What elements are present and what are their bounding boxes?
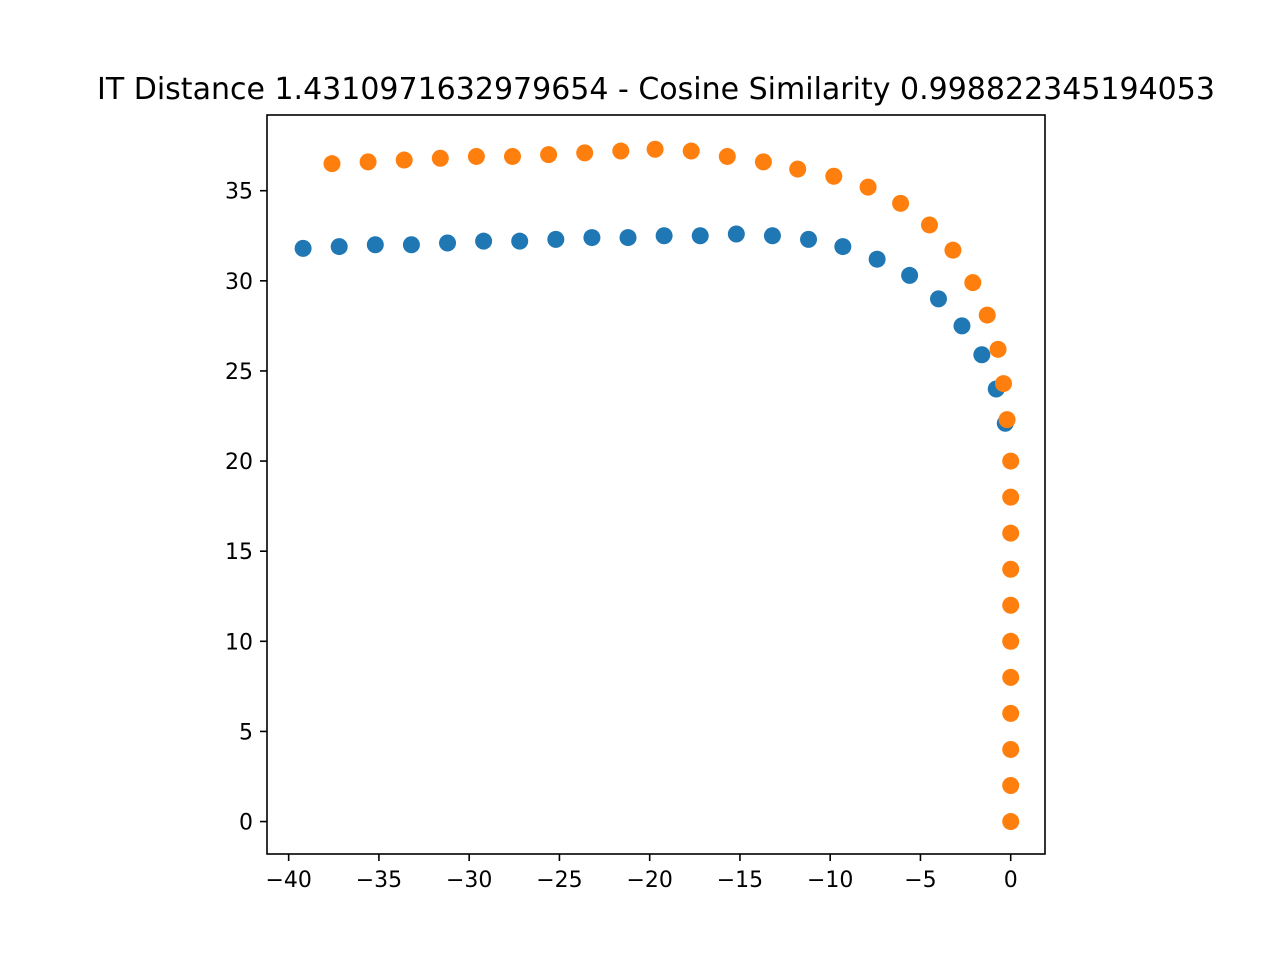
y-tick-label: 35 [225,180,253,205]
data-point [1002,560,1020,578]
data-point [1002,596,1020,614]
data-point [1002,704,1020,722]
data-point [1002,668,1020,686]
data-point [989,340,1007,358]
data-point [994,375,1012,393]
data-point [1002,524,1020,542]
x-tick-label: −5 [904,868,936,893]
x-tick-label: −20 [626,868,672,893]
data-point [973,346,991,364]
y-tick-label: 25 [225,360,253,385]
y-tick-label: 15 [225,540,253,565]
data-point [431,149,449,167]
data-point [1002,488,1020,506]
data-point [1002,813,1020,831]
data-point [763,227,781,245]
data-point [789,160,807,178]
data-point [901,266,919,284]
data-point [366,236,384,254]
data-point [892,194,910,212]
data-point [978,306,996,324]
data-point [395,151,413,169]
x-tick-label: 0 [1004,868,1018,893]
data-point [859,178,877,196]
data-point [323,155,341,173]
data-point [691,227,709,245]
x-tick-label: −35 [356,868,402,893]
data-point [467,147,485,165]
data-point [475,232,493,250]
data-point [583,229,601,247]
data-point [576,144,594,162]
y-tick-label: 0 [239,811,253,836]
data-point [825,167,843,185]
series-1 [294,225,1014,432]
x-tick-label: −15 [717,868,763,893]
data-point [294,239,312,257]
data-point [503,147,521,165]
plot-frame [266,114,1046,855]
data-point [1002,777,1020,795]
data-point [998,411,1016,429]
data-point [330,238,348,256]
data-point [540,146,558,164]
y-tick-label: 5 [239,720,253,745]
data-point [612,142,630,160]
y-tick-label: 30 [225,270,253,295]
data-point [547,230,565,248]
x-tick-label: −10 [807,868,853,893]
series-2 [323,140,1020,831]
x-tick-label: −25 [536,868,582,893]
data-point [754,153,772,171]
y-tick-label: 20 [225,450,253,475]
chart-title: IT Distance 1.4310971632979654 - Cosine … [97,72,1215,107]
data-point [359,153,377,171]
data-point [655,227,673,245]
y-tick-label: 10 [225,630,253,655]
x-tick-label: −40 [265,868,311,893]
data-point [868,250,886,268]
data-points [294,140,1020,831]
data-point [619,229,637,247]
data-point [834,238,852,256]
data-point [944,241,962,259]
data-point [439,234,457,252]
data-point [953,317,971,335]
data-point [646,140,664,158]
data-point [920,216,938,234]
data-point [402,236,420,254]
axis-ticks: −40 −35 −30 −25 −20 −15 −10 −5 0 0 5 10 15 20 25 30 35 [225,180,1018,893]
x-tick-label: −30 [446,868,492,893]
data-point [511,232,529,250]
data-point [964,274,982,292]
data-point [1002,452,1020,470]
data-point [718,147,736,165]
data-point [727,225,745,243]
data-point [1002,740,1020,758]
data-point [682,142,700,160]
data-point [1002,632,1020,650]
data-point [800,230,818,248]
data-point [929,290,947,308]
